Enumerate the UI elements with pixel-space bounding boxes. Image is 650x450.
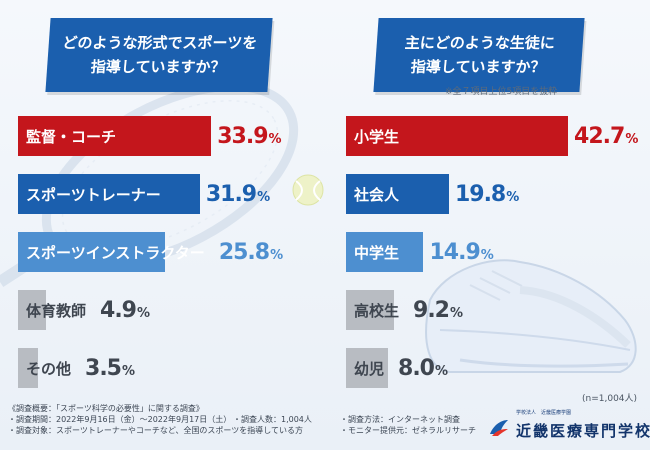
left-bar: その他 [18, 348, 71, 388]
right-bar: 高校生 [346, 290, 399, 330]
left-value-unit: % [268, 132, 282, 147]
left-bar: 体育教師 [18, 290, 86, 330]
right-value-number: 42.7 [574, 124, 625, 149]
right-bar-label: 高校生 [354, 301, 400, 320]
right-value-number: 14.9 [429, 240, 480, 265]
right-bar-label: 小学生 [354, 127, 400, 146]
logo-name: 近畿医療専門学校 [516, 422, 650, 440]
school-logo: 学校法人 近畿医療学園 近畿医療専門学校 [488, 410, 650, 441]
right-value-unit: % [435, 364, 448, 379]
left-value-number: 4.9 [100, 298, 137, 323]
left-value-label: 33.9% [217, 116, 282, 156]
footer-line: ・調査人数：1,004人 [233, 415, 312, 424]
left-value-number: 3.5 [85, 356, 122, 381]
left-bar-label: 体育教師 [26, 301, 87, 320]
left-value-unit: % [270, 248, 283, 263]
right-note: ※全７項目上位5項目を抜粋 [445, 87, 558, 97]
right-value-unit: % [480, 248, 494, 263]
left-value-number: 31.9 [205, 182, 257, 207]
footer-line: 《調査概要：「スポーツ科学の必要性」に関する調査》 [8, 404, 204, 413]
footer-line: ・モニター提供元：ゼネラルリサーチ [340, 426, 476, 435]
left-bar-label: その他 [26, 359, 72, 378]
left-value-unit: % [257, 190, 270, 205]
right-question-box: 主にどのような生徒に 指導していますか？ [373, 18, 585, 92]
right-value-number: 8.0 [398, 356, 435, 381]
right-bar-label: 中学生 [354, 243, 400, 262]
right-value-label: 14.9% [429, 232, 494, 272]
right-value-label: 42.7% [574, 116, 638, 156]
right-value-label: 19.8% [454, 174, 519, 214]
sample-size-note: (n=1,004人) [582, 394, 638, 404]
right-value-unit: % [625, 132, 638, 147]
right-value-label: 8.0% [398, 348, 448, 388]
left-bar-label: スポーツインストラクター [26, 243, 205, 262]
left-value-number: 25.8 [218, 240, 270, 265]
school-logo-icon [490, 419, 508, 436]
footer-line: ・調査対象：スポーツトレーナーやコーチなど、全国のスポーツを指導している方 [8, 426, 304, 435]
right-bar: 中学生 [346, 232, 424, 272]
left-bar: 監督・コーチ [18, 116, 212, 156]
left-value-number: 33.9 [217, 124, 268, 149]
right-value-number: 19.8 [454, 182, 506, 207]
left-question-text: どのような形式でスポーツを 指導していますか？ [61, 34, 258, 76]
right-value-unit: % [450, 306, 463, 321]
left-value-unit: % [137, 306, 150, 321]
right-bar: 社会人 [346, 174, 449, 214]
left-bar: スポーツトレーナー [18, 174, 200, 214]
right-value-label: 9.2% [413, 290, 463, 330]
left-value-label: 4.9% [100, 290, 150, 330]
right-question-text: 主にどのような生徒に 指導していますか？ [404, 34, 556, 76]
left-bar-label: スポーツトレーナー [26, 185, 161, 204]
footer-line: ・調査方法：インターネット調査 [340, 415, 460, 424]
right-bar-label: 幼児 [354, 359, 385, 378]
left-question-box: どのような形式でスポーツを 指導していますか？ [45, 18, 273, 92]
tennis-ball-icon [292, 174, 324, 206]
left-bar: スポーツインストラクター [18, 232, 205, 272]
left-value-label: 3.5% [85, 348, 135, 388]
right-bar: 幼児 [346, 348, 388, 388]
left-value-label: 25.8% [218, 232, 283, 272]
left-value-unit: % [122, 364, 135, 379]
right-bar-label: 社会人 [354, 185, 400, 204]
right-value-unit: % [506, 190, 519, 205]
sneaker-icon [425, 259, 637, 373]
left-bar-label: 監督・コーチ [26, 127, 117, 146]
footer-line: ・調査期間：2022年9月16日（金）〜2022年9月17日（土） [8, 415, 232, 424]
left-value-label: 31.9% [205, 174, 270, 214]
right-value-number: 9.2 [413, 298, 450, 323]
right-bar: 小学生 [346, 116, 569, 156]
logo-small-text: 学校法人 近畿医療学園 [516, 410, 572, 416]
